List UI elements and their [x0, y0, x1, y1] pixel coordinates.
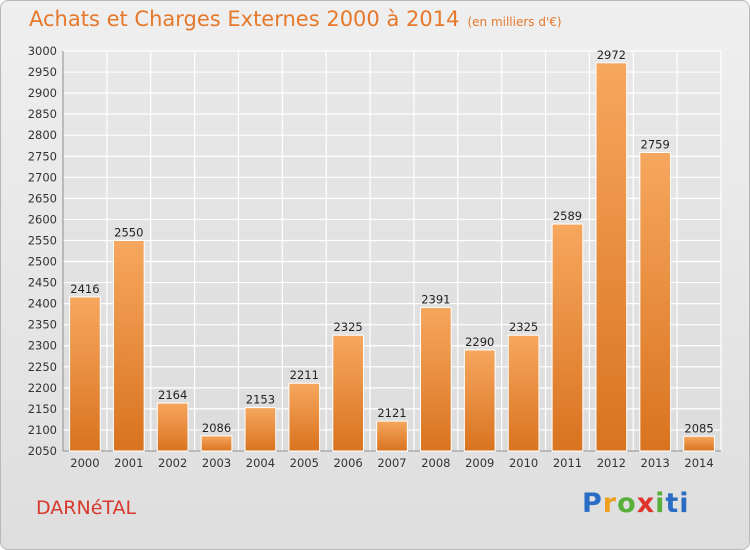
logo-letter: i — [655, 488, 666, 519]
y-tick-label: 2850 — [28, 107, 57, 121]
data-label-2003: 2086 — [202, 421, 231, 435]
data-label-2004: 2153 — [246, 393, 275, 407]
x-tick-label: 2013 — [641, 456, 670, 470]
bar-2014 — [683, 435, 715, 452]
x-tick-label: 2000 — [70, 456, 99, 470]
logo-letter: P — [582, 488, 603, 519]
chart-subtitle: (en milliers d'€) — [467, 15, 562, 29]
chart-title-text: Achats et Charges Externes 2000 à 2014 — [29, 7, 460, 31]
y-tick-label: 2200 — [28, 381, 57, 395]
x-tick-label: 2006 — [333, 456, 362, 470]
x-tick-label: 2003 — [202, 456, 231, 470]
data-label-2009: 2290 — [465, 335, 494, 349]
bar-2004 — [244, 407, 277, 452]
y-tick-label: 2450 — [28, 276, 57, 290]
bar-2010 — [507, 334, 540, 452]
axes: 2050 2100 2150 2200 2250 2300 2350 2400 2450 2500… — [28, 44, 721, 470]
bar-2009 — [463, 349, 496, 452]
data-label-2006: 2325 — [333, 320, 362, 334]
bars — [69, 62, 715, 452]
bar-2001 — [112, 239, 145, 452]
x-tick-label: 2001 — [114, 456, 143, 470]
bar-2000 — [69, 296, 101, 452]
x-tick-label: 2011 — [553, 456, 582, 470]
bar-2003 — [200, 435, 233, 452]
bar-2011 — [551, 223, 584, 452]
x-tick-label: 2005 — [290, 456, 319, 470]
x-tick-label: 2012 — [597, 456, 626, 470]
y-tick-label: 2400 — [28, 297, 57, 311]
y-tick-label: 2500 — [28, 255, 57, 269]
data-label-2002: 2164 — [158, 388, 187, 402]
y-tick-label: 2100 — [28, 423, 57, 437]
y-tick-label: 2800 — [28, 128, 57, 142]
y-tick-label: 2550 — [28, 233, 57, 247]
x-tick-label: 2009 — [465, 456, 494, 470]
y-tick-label: 2650 — [28, 191, 57, 205]
x-tick-label: 2007 — [377, 456, 406, 470]
data-label-2014: 2085 — [684, 421, 713, 435]
chart-title: Achats et Charges Externes 2000 à 2014 (e… — [29, 7, 562, 31]
bar-2002 — [156, 402, 189, 452]
x-tick-label: 2008 — [421, 456, 450, 470]
y-tick-label: 2700 — [28, 170, 57, 184]
data-label-2013: 2759 — [641, 137, 670, 151]
x-tick-label: 2002 — [158, 456, 187, 470]
bar-2012 — [595, 62, 628, 452]
bar-2013 — [639, 151, 672, 452]
data-label-2007: 2121 — [377, 406, 406, 420]
data-label-2001: 2550 — [114, 225, 143, 239]
y-tick-label: 2050 — [28, 444, 57, 458]
y-tick-label: 2250 — [28, 360, 57, 374]
data-label-2010: 2325 — [509, 320, 538, 334]
logo-letter: o — [617, 488, 637, 519]
y-tick-label: 2300 — [28, 339, 57, 353]
proxiti-logo: Proxiti — [582, 488, 690, 519]
bar-2005 — [288, 382, 321, 452]
x-tick-label: 2010 — [509, 456, 538, 470]
y-tick-label: 2600 — [28, 212, 57, 226]
data-label-2011: 2589 — [553, 209, 582, 223]
x-tick-label: 2014 — [684, 456, 713, 470]
commune-name: DARNéTAL — [36, 497, 137, 519]
y-tick-label: 2900 — [28, 86, 57, 100]
logo-letter: x — [636, 488, 656, 519]
data-label-2012: 2972 — [597, 48, 626, 62]
bar-2006 — [332, 334, 364, 452]
y-tick-label: 3000 — [28, 44, 57, 58]
data-label-2005: 2211 — [290, 368, 319, 382]
logo-letter: ti — [665, 488, 690, 519]
data-labels: 2416 2550 2164 2086 2153 2211 2325 2121 2391 2290… — [70, 48, 713, 435]
y-tick-label: 2150 — [28, 402, 57, 416]
bar-2008 — [420, 306, 452, 452]
x-tick-label: 2004 — [246, 456, 275, 470]
data-label-2000: 2416 — [70, 282, 99, 296]
y-tick-label: 2750 — [28, 149, 57, 163]
data-label-2008: 2391 — [421, 292, 450, 306]
y-tick-label: 2950 — [28, 65, 57, 79]
y-tick-label: 2350 — [28, 318, 57, 332]
bar-2007 — [376, 420, 408, 452]
logo-letter: r — [602, 488, 618, 519]
